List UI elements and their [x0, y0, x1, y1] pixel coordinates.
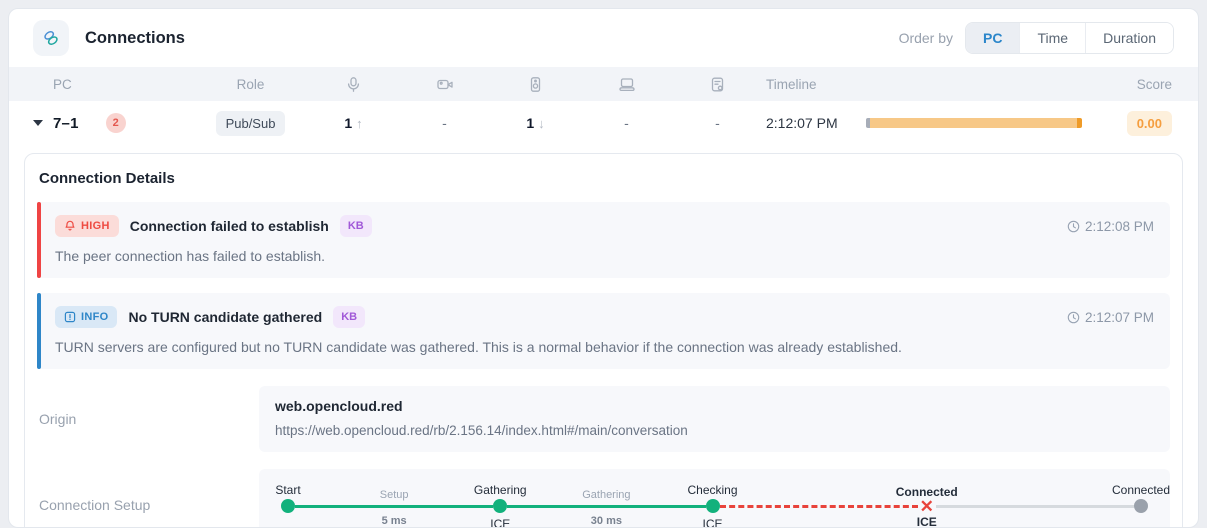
edge-checking-failed — [719, 504, 918, 508]
edge-setup: Setup 5 ms — [295, 489, 494, 527]
severity-badge-info: INFO — [55, 306, 118, 328]
connection-setup-panel: Start Setup 5 ms Gathering ICE Gathering… — [259, 469, 1170, 528]
bell-icon — [65, 220, 75, 231]
timeline-bar[interactable] — [866, 118, 1082, 128]
order-by-duration-button[interactable]: Duration — [1085, 23, 1173, 53]
connection-row[interactable]: 7–1 2 Pub/Sub 1 ↑ - 1 ↓ - - 2:12:07 PM 0… — [9, 101, 1198, 145]
kb-badge[interactable]: KB — [339, 215, 372, 237]
info-icon — [64, 311, 76, 323]
order-by-pc-button[interactable]: PC — [966, 23, 1020, 53]
connection-setup-row: Connection Setup Start Setup 5 ms Gather… — [37, 469, 1170, 528]
microphone-icon — [308, 76, 399, 93]
details-title: Connection Details — [39, 170, 175, 187]
alert-title: No TURN candidate gathered — [128, 309, 323, 325]
alert-high: HIGH Connection failed to establish KB 2… — [37, 202, 1170, 278]
kb-badge[interactable]: KB — [333, 306, 366, 328]
alert-count-badge: 2 — [105, 113, 126, 133]
connections-link-icon — [33, 20, 69, 56]
step-connected-pending-node: Connected — [1112, 483, 1170, 513]
step-gathering-node: Gathering ICE — [473, 483, 527, 528]
origin-label: Origin — [39, 411, 77, 427]
clock-icon — [1067, 311, 1080, 323]
timeline-segment-main — [870, 118, 1077, 128]
severity-badge-high: HIGH — [55, 215, 119, 237]
alert-timestamp: 2:12:08 PM — [1067, 219, 1154, 234]
connection-setup-stepper: Start Setup 5 ms Gathering ICE Gathering… — [275, 483, 1170, 528]
edge-pending — [935, 504, 1134, 508]
up-arrow-icon: ↑ — [356, 115, 363, 131]
score-badge: 0.00 — [1126, 110, 1172, 136]
pc-id: 7–1 — [53, 114, 79, 132]
stats-file-icon — [672, 76, 763, 93]
screen-count: - — [624, 115, 629, 131]
table-header: PC Role Timeline Score — [9, 67, 1198, 101]
row-start-time: 2:12:07 PM — [766, 115, 838, 131]
origin-host: web.opencloud.red — [275, 398, 403, 414]
timeline-segment-end — [1077, 118, 1082, 128]
connections-panel: Connections Order by PC Time Duration PC… — [8, 8, 1199, 528]
step-connected-failed-node: ✕ Connected ICE — [895, 485, 958, 528]
step-checking-node: Checking ICE — [687, 483, 738, 528]
order-by-segmented-control: PC Time Duration — [965, 22, 1174, 54]
timeline-segment-start — [866, 118, 870, 128]
origin-value-panel: web.opencloud.red https://web.opencloud.… — [259, 386, 1170, 452]
origin-url: https://web.opencloud.red/rb/2.156.14/in… — [275, 423, 688, 438]
camera-count: - — [442, 115, 447, 131]
camera-icon — [399, 76, 490, 93]
connection-details-card: Connection Details HIGH Connection faile… — [24, 153, 1183, 528]
alert-description: The peer connection has failed to establ… — [55, 248, 326, 264]
down-arrow-icon: ↓ — [538, 115, 545, 131]
fail-x-icon: ✕ — [919, 496, 934, 516]
column-header-role: Role — [236, 76, 265, 92]
alert-info: INFO No TURN candidate gathered KB 2:12:… — [37, 293, 1170, 369]
connection-setup-label: Connection Setup — [39, 497, 151, 513]
column-header-pc: PC — [53, 76, 72, 92]
column-header-timeline: Timeline — [766, 76, 817, 92]
role-badge: Pub/Sub — [215, 110, 286, 136]
alert-title: Connection failed to establish — [129, 218, 329, 234]
page-title: Connections — [85, 28, 185, 47]
stats-count: - — [715, 115, 720, 131]
panel-header: Connections Order by PC Time Duration — [9, 9, 1198, 67]
speaker-count: 1 — [526, 115, 535, 131]
screen-share-icon — [581, 76, 672, 93]
clock-icon — [1067, 220, 1080, 232]
alert-timestamp: 2:12:07 PM — [1067, 310, 1154, 325]
order-by-time-button[interactable]: Time — [1019, 23, 1086, 53]
speaker-icon — [490, 76, 581, 93]
step-start-node: Start — [275, 483, 301, 513]
origin-row: Origin web.opencloud.red https://web.ope… — [37, 386, 1170, 452]
edge-gathering: Gathering 30 ms — [507, 489, 706, 527]
alert-description: TURN servers are configured but no TURN … — [55, 339, 902, 355]
column-header-score: Score — [1136, 76, 1172, 92]
order-by-label: Order by — [898, 30, 954, 46]
mic-count: 1 — [344, 115, 353, 131]
expand-caret-icon[interactable] — [33, 120, 53, 126]
